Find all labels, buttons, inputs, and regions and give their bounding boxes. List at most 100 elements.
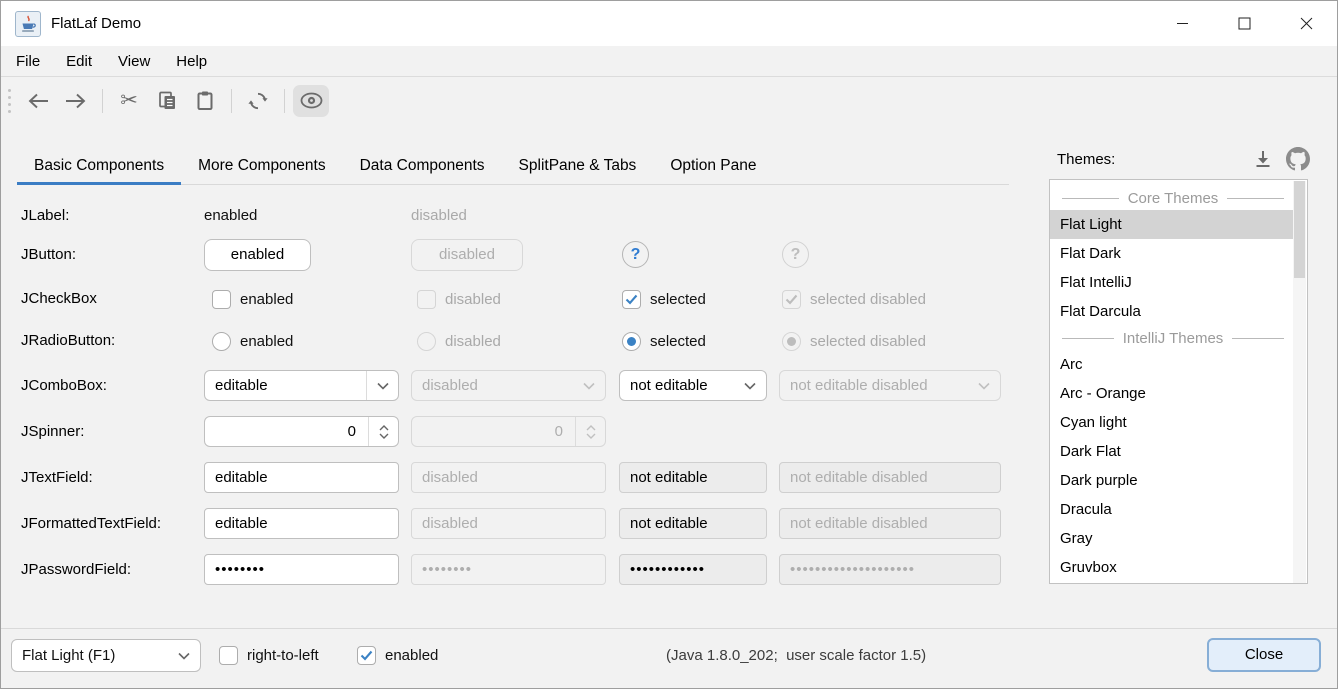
tab-data-components[interactable]: Data Components [359,157,485,174]
radio-selected[interactable]: selected [622,326,706,356]
enabled-checkbox[interactable]: enabled [357,645,438,666]
checkbox-disabled: disabled [417,284,501,314]
menubar: File Edit View Help [1,46,1337,77]
maximize-icon[interactable] [1213,1,1275,46]
tab-more-components[interactable]: More Components [198,157,326,174]
textfield-not-editable-disabled: not editable disabled [779,462,1001,493]
forward-icon[interactable] [58,85,94,117]
right-to-left-checkbox[interactable]: right-to-left [219,645,319,666]
jcombobox-row-label: JComboBox: [21,377,107,394]
radio-selected-disabled: selected disabled [782,326,926,356]
checkbox-box[interactable] [212,289,231,309]
show-hover-effects-icon[interactable] [293,84,329,117]
radio-circle[interactable] [622,331,641,351]
themes-list: Core Themes Flat Light Flat Dark Flat In… [1049,179,1308,584]
row-jlabel: JLabel: enabled disabled [1,201,1041,231]
formattedtextfield-editable[interactable]: editable [204,508,399,539]
checkbox-enabled[interactable]: enabled [212,284,293,314]
radio-disabled: disabled [417,326,501,356]
list-item[interactable]: Cyan light [1060,414,1127,431]
list-item[interactable]: Dracula [1060,501,1112,518]
radio-circle[interactable] [212,331,231,351]
textfield-editable[interactable]: editable [204,462,399,493]
combobox-not-editable[interactable]: not editable [619,370,767,401]
radio-label: selected [650,332,706,350]
java-app-icon [15,11,41,37]
scrollbar-thumb[interactable] [1294,181,1305,278]
checkbox-label: enabled [385,647,439,664]
chevron-down-icon[interactable] [168,640,200,671]
checkbox-box[interactable] [622,289,641,309]
list-item[interactable]: Gruvbox [1060,559,1117,576]
enabled-button[interactable]: enabled [204,239,311,271]
checkbox-label: selected disabled [810,290,926,308]
list-separator-intellij-themes: IntelliJ Themes [1050,326,1296,350]
checkbox-box[interactable] [219,646,238,665]
tab-splitpane-tabs[interactable]: SplitPane & Tabs [518,157,637,174]
back-icon[interactable] [20,85,56,117]
checkbox-label: selected [650,290,706,308]
paste-icon[interactable] [187,85,223,117]
jcheckbox-row-label: JCheckBox [21,290,97,307]
row-jpasswordfield: JPasswordField: •••••••• •••••••• ••••••… [1,554,1041,585]
combobox-editable[interactable]: editable [204,370,399,401]
row-jcombobox: JComboBox: editable disabled not editabl… [1,370,1041,401]
toolbar-separator [284,88,285,113]
close-icon[interactable] [1275,1,1337,46]
radio-label: disabled [445,332,501,350]
cut-icon[interactable]: ✂ [120,89,138,112]
copy-icon[interactable] [149,85,185,117]
checkbox-box[interactable] [357,646,376,665]
list-item[interactable]: Dark purple [1060,472,1138,489]
list-item[interactable]: Flat IntelliJ [1060,274,1132,291]
tabstrip: Basic Components More Components Data Co… [17,149,1009,185]
spinner-arrows [575,417,605,446]
close-button[interactable]: Close [1207,638,1321,672]
list-item[interactable]: Flat Dark [1060,245,1121,262]
tab-option-pane[interactable]: Option Pane [670,157,757,174]
lookandfeel-combobox[interactable]: Flat Light (F1) [11,639,201,672]
spinner-enabled[interactable]: 0 [204,416,399,447]
download-icon[interactable] [1253,149,1273,173]
menu-file[interactable]: File [16,52,41,70]
jradiobutton-row-label: JRadioButton: [21,332,116,349]
toolbar-grip[interactable] [8,88,11,113]
radio-label: enabled [240,332,294,350]
tab-basic-components[interactable]: Basic Components [17,149,182,185]
menu-help[interactable]: Help [176,52,208,70]
passwordfield-editable[interactable]: •••••••• [204,554,399,585]
help-button-disabled: ? [782,241,809,268]
formattedtextfield-disabled: disabled [411,508,606,539]
combobox-disabled: disabled [411,370,606,401]
list-item[interactable]: Flat Light [1050,210,1296,239]
chevron-down-icon[interactable] [366,371,398,400]
row-jtextfield: JTextField: editable disabled not editab… [1,462,1041,493]
combobox-not-editable-disabled: not editable disabled [779,370,1001,401]
radio-enabled[interactable]: enabled [212,326,293,356]
chevron-down-icon[interactable] [734,371,766,400]
row-jradiobutton: JRadioButton: enabled disabled selected … [1,326,1041,356]
github-icon[interactable] [1286,147,1310,175]
minimize-icon[interactable] [1151,1,1213,46]
scrollbar[interactable] [1293,181,1306,583]
themes-label: Themes: [1057,151,1116,168]
row-jbutton: JButton: enabled disabled ? ? [1,239,1041,271]
window-title: FlatLaf Demo [51,15,142,32]
refresh-icon[interactable] [240,85,276,117]
chevron-down-icon [573,371,605,400]
help-button[interactable]: ? [622,241,649,268]
checkbox-selected-disabled: selected disabled [782,284,926,314]
radio-circle [782,331,801,351]
list-item[interactable]: Flat Darcula [1060,303,1141,320]
menu-view[interactable]: View [118,52,151,70]
list-item[interactable]: Dark Flat [1060,443,1121,460]
formattedtextfield-not-editable-disabled: not editable disabled [779,508,1001,539]
list-item[interactable]: Arc [1060,356,1083,373]
spinner-arrows[interactable] [368,417,398,446]
jformattedtextfield-row-label: JFormattedTextField: [21,515,162,532]
row-jcheckbox: JCheckBox enabled disabled selected sele… [1,284,1041,314]
checkbox-selected[interactable]: selected [622,284,706,314]
list-item[interactable]: Arc - Orange [1060,385,1146,402]
list-item[interactable]: Gray [1060,530,1093,547]
menu-edit[interactable]: Edit [66,52,93,70]
